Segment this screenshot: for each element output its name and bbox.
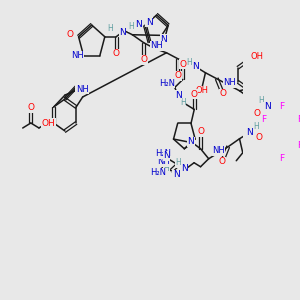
Text: F: F [261,115,266,124]
Text: H: H [128,22,134,31]
Text: OH: OH [42,118,56,127]
Text: O: O [254,109,261,118]
Text: H: H [108,24,113,33]
Text: O: O [197,127,204,136]
Text: O: O [174,71,181,80]
Text: O: O [179,60,186,69]
Text: NH: NH [224,78,236,87]
Text: F: F [279,102,284,111]
Text: H: H [186,58,192,67]
Text: H₂N: H₂N [150,168,167,177]
Text: N: N [136,20,142,29]
Text: OH: OH [251,52,264,61]
Text: O: O [191,90,198,99]
Text: F: F [297,141,300,150]
Text: O: O [256,133,262,142]
Text: H₂N: H₂N [159,79,175,88]
Text: F: F [279,154,284,163]
Text: H: H [164,164,169,173]
Text: NH: NH [212,146,225,155]
Text: NH: NH [76,85,88,94]
Text: H: H [175,158,181,167]
Text: N: N [246,128,253,137]
Text: NH: NH [150,41,163,50]
Text: N: N [160,34,167,43]
Text: O: O [27,103,34,112]
Text: N: N [264,102,271,111]
Text: O: O [218,157,225,166]
Text: O: O [220,89,227,98]
Text: N: N [173,170,180,179]
Text: H: H [180,98,186,107]
Text: H₂N: H₂N [155,149,171,158]
Text: H: H [259,96,264,105]
Text: O: O [113,49,120,58]
Text: O: O [67,30,74,39]
Text: O: O [140,55,147,64]
Text: N: N [119,28,126,37]
Text: NH: NH [71,51,83,60]
Text: N: N [175,91,182,100]
Text: H: H [253,122,259,131]
Text: N: N [146,18,152,27]
Text: N: N [192,62,199,71]
Text: NH: NH [157,157,169,166]
Text: N: N [163,151,170,160]
Text: OH: OH [196,86,209,95]
Text: F: F [297,115,300,124]
Text: N: N [181,164,188,173]
Text: N: N [188,137,194,146]
